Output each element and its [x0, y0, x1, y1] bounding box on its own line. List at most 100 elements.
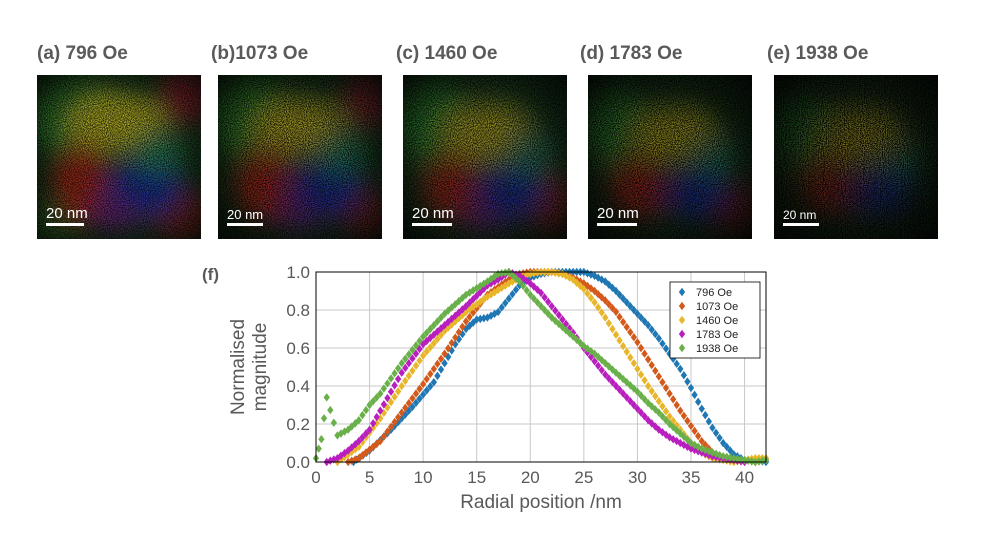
scale-bar: 20 nm	[597, 205, 639, 226]
data-point	[477, 297, 484, 306]
legend-marker	[678, 343, 686, 353]
data-point	[544, 309, 552, 318]
data-point	[655, 397, 663, 406]
data-point	[409, 402, 416, 412]
data-point	[423, 374, 430, 384]
data-point	[666, 412, 673, 421]
data-point	[430, 339, 438, 348]
data-point	[409, 354, 416, 363]
data-point	[659, 412, 666, 421]
legend-entry: 1460 Oe	[696, 315, 738, 327]
plot-area-frame	[315, 271, 767, 463]
data-point	[327, 405, 334, 415]
data-point	[355, 436, 363, 446]
data-point	[473, 300, 480, 309]
data-point	[398, 381, 405, 391]
data-point	[630, 305, 638, 315]
data-point	[609, 324, 616, 334]
data-point	[684, 377, 691, 386]
data-point	[641, 349, 648, 358]
x-tick-label: 10	[414, 468, 433, 487]
data-point	[712, 449, 720, 458]
data-point	[459, 305, 466, 314]
data-point	[394, 413, 402, 422]
data-point	[702, 410, 709, 420]
data-point	[612, 330, 620, 339]
data-point	[691, 426, 698, 436]
data-point	[619, 317, 627, 327]
data-point	[659, 339, 666, 348]
data-point	[687, 383, 695, 393]
data-point	[402, 354, 409, 363]
data-point	[687, 444, 695, 453]
data-point	[516, 277, 523, 286]
data-point	[462, 302, 470, 311]
data-point	[452, 317, 459, 326]
magnetization-map-c: 20 nm	[403, 75, 567, 239]
data-point	[359, 410, 366, 420]
data-point	[409, 345, 416, 355]
data-point	[419, 332, 427, 341]
data-point	[430, 378, 438, 387]
scale-bar-line	[412, 223, 452, 226]
data-point	[587, 293, 595, 303]
data-point	[534, 298, 541, 307]
chart-panel-label: (f)	[202, 265, 219, 284]
data-point	[452, 333, 459, 342]
x-axis-label: Radial position /nm	[460, 492, 622, 513]
data-point	[498, 269, 505, 278]
data-point	[662, 416, 670, 425]
data-point	[369, 419, 377, 428]
data-point	[477, 314, 484, 324]
data-point	[315, 444, 322, 453]
data-point	[652, 366, 659, 375]
color-map-image	[37, 75, 201, 239]
x-tick-label: 5	[365, 468, 374, 487]
data-point	[694, 431, 702, 441]
data-point	[648, 360, 655, 370]
data-point	[562, 271, 570, 280]
data-point	[505, 294, 513, 303]
scale-bar-label: 20 nm	[227, 207, 264, 222]
data-point	[509, 277, 516, 286]
magnetization-map-e: 20 nm	[774, 75, 938, 239]
data-point	[434, 334, 441, 344]
data-point	[409, 394, 416, 403]
data-point	[359, 433, 366, 442]
data-point	[405, 359, 413, 368]
data-point	[373, 418, 380, 428]
data-point	[512, 274, 520, 283]
color-map-image	[218, 75, 382, 239]
data-point	[634, 309, 641, 318]
color-map-image	[588, 75, 752, 239]
data-point	[384, 427, 391, 436]
data-point	[612, 286, 620, 296]
data-point	[509, 289, 516, 299]
data-point	[427, 382, 434, 391]
data-point	[698, 404, 705, 413]
data-point	[416, 356, 423, 365]
data-point	[662, 383, 670, 393]
data-point	[416, 336, 423, 346]
data-point	[484, 277, 491, 286]
data-point	[384, 393, 391, 403]
radial-profile-chart: (f) 0 5 10 15 20 25 30 35 40 0.0 0.2 0.4 0.6 0.8 1.0 R…	[200, 258, 780, 545]
data-point	[605, 300, 613, 309]
y-tick-label: 0.2	[286, 415, 310, 434]
data-point	[705, 417, 713, 426]
data-point	[544, 297, 552, 306]
data-point	[662, 344, 670, 353]
data-point	[541, 305, 548, 315]
data-point	[437, 324, 445, 333]
scale-bar-line	[46, 223, 84, 226]
y-tick-label: 0.6	[286, 339, 310, 358]
data-point	[641, 412, 648, 421]
data-point	[441, 309, 448, 318]
data-point	[723, 442, 730, 451]
data-point	[623, 347, 630, 356]
data-point	[452, 340, 459, 349]
data-point	[391, 381, 398, 390]
data-point	[587, 352, 595, 362]
data-point	[419, 390, 427, 399]
data-point	[494, 307, 502, 317]
